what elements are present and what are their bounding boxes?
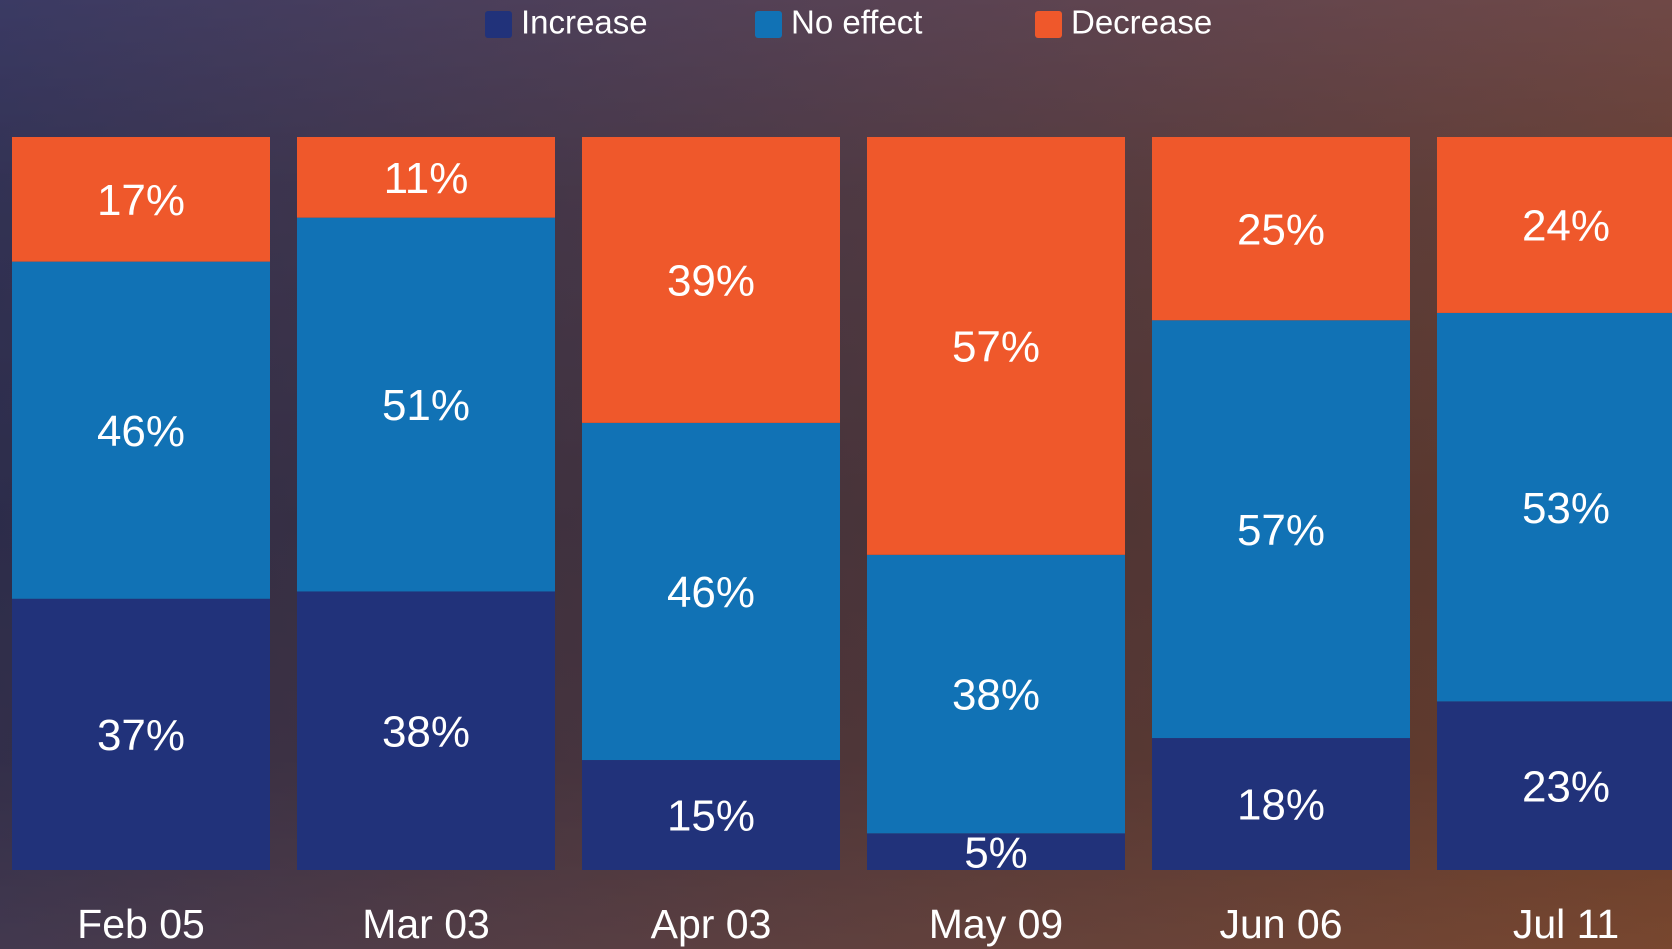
value-label: 25%: [1237, 205, 1325, 254]
bar-segment: [867, 833, 1125, 870]
value-label: 23%: [1522, 762, 1610, 811]
bar-segment: [1437, 701, 1672, 870]
legend-label: Increase: [521, 4, 648, 41]
bar-segment: [297, 217, 555, 592]
bar-segment: [1152, 738, 1410, 870]
value-label: 57%: [952, 323, 1040, 372]
bar-segment: [297, 137, 555, 218]
legend-swatch: [485, 11, 512, 38]
x-tick-label: Feb 05: [77, 901, 205, 947]
bar-segment: [297, 591, 555, 870]
value-label: 15%: [667, 792, 755, 841]
value-label: 5%: [964, 828, 1028, 877]
value-label: 46%: [667, 568, 755, 617]
value-label: 38%: [382, 707, 470, 756]
value-label: 24%: [1522, 202, 1610, 251]
value-label: 37%: [97, 711, 185, 760]
legend-swatch: [755, 11, 782, 38]
bar-segment: [582, 760, 840, 870]
legend-label: Decrease: [1071, 4, 1212, 41]
legend-swatch: [1035, 11, 1062, 38]
bar-segment: [1152, 137, 1410, 321]
x-tick-label: Jun 06: [1219, 901, 1342, 947]
bar-segment: [1152, 320, 1410, 739]
bar-segment: [867, 137, 1125, 555]
bar-segment: [1437, 137, 1672, 313]
legend-label: No effect: [791, 4, 922, 41]
value-label: 39%: [667, 257, 755, 306]
value-label: 46%: [97, 407, 185, 456]
value-label: 57%: [1237, 506, 1325, 555]
value-label: 51%: [382, 381, 470, 430]
x-tick-label: May 09: [929, 901, 1063, 947]
value-label: 11%: [384, 154, 469, 203]
x-tick-label: Jul 11: [1513, 901, 1619, 947]
bar-segment: [12, 598, 270, 870]
bar-segment: [582, 137, 840, 423]
value-label: 17%: [97, 176, 185, 225]
bar-segment: [12, 261, 270, 599]
bar-segment: [12, 137, 270, 262]
value-label: 53%: [1522, 484, 1610, 533]
value-label: 18%: [1237, 781, 1325, 830]
value-label: 38%: [952, 671, 1040, 720]
x-tick-label: Apr 03: [651, 901, 772, 947]
x-tick-label: Mar 03: [362, 901, 490, 947]
bar-segment: [1437, 312, 1672, 702]
bar-segment: [582, 422, 840, 761]
bar-segment: [867, 554, 1125, 834]
